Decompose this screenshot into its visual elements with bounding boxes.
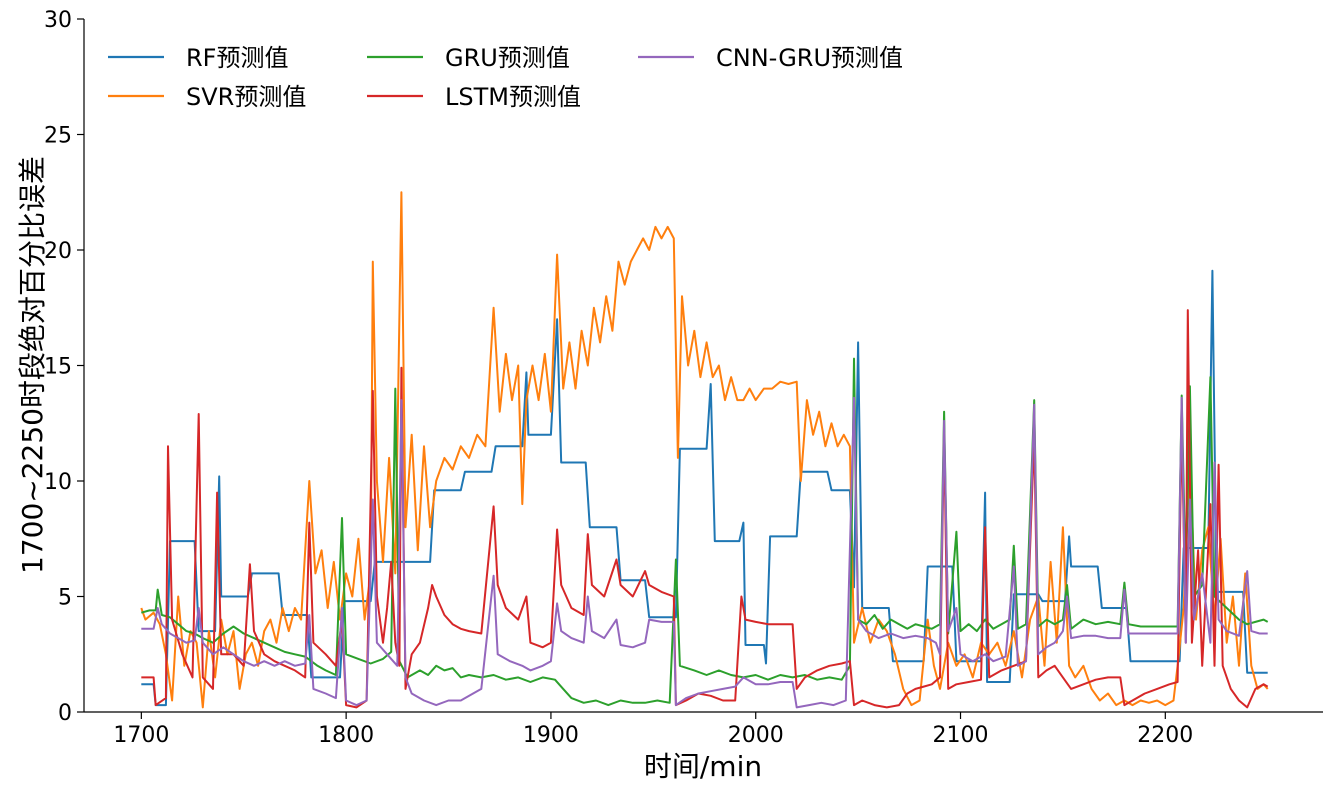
series-line-4 [141,396,1268,709]
x-tick-label: 1900 [523,723,579,748]
legend-label-0: RF预测值 [186,44,288,72]
series-lines [140,191,1269,709]
x-tick-label: 2000 [728,723,784,748]
legend-label-4: CNN-GRU预测值 [716,44,903,72]
y-tick-label: 5 [58,586,72,611]
axes [83,19,1323,713]
x-axis-label: 时间/min [644,750,762,783]
y-tick-label: 20 [44,239,72,264]
x-tick-label: 1700 [113,723,169,748]
series-line-1 [140,191,1269,709]
legend-label-1: SVR预测值 [186,83,306,111]
y-axis-label: 1700~2250时段绝对百分比误差 [16,156,49,574]
legend: RF预测值 SVR预测值 GRU预测值 LSTM预测值 CNN-GRU预测值 [108,44,903,111]
series-line-2 [141,357,1269,707]
x-tick-label: 2200 [1137,723,1193,748]
y-ticks: 0 5 10 15 20 25 30 [44,8,84,726]
x-tick-label: 1800 [318,723,374,748]
legend-label-2: GRU预测值 [445,44,570,72]
y-tick-label: 15 [44,355,72,380]
series-line-3 [141,309,1269,709]
x-tick-label: 2100 [933,723,989,748]
x-ticks: 1700 1800 1900 2000 2100 2200 [113,712,1193,748]
y-tick-label: 25 [44,124,72,149]
legend-label-3: LSTM预测值 [445,83,581,111]
y-tick-label: 30 [44,8,72,33]
y-tick-label: 10 [44,470,72,495]
y-tick-label: 0 [58,701,72,726]
